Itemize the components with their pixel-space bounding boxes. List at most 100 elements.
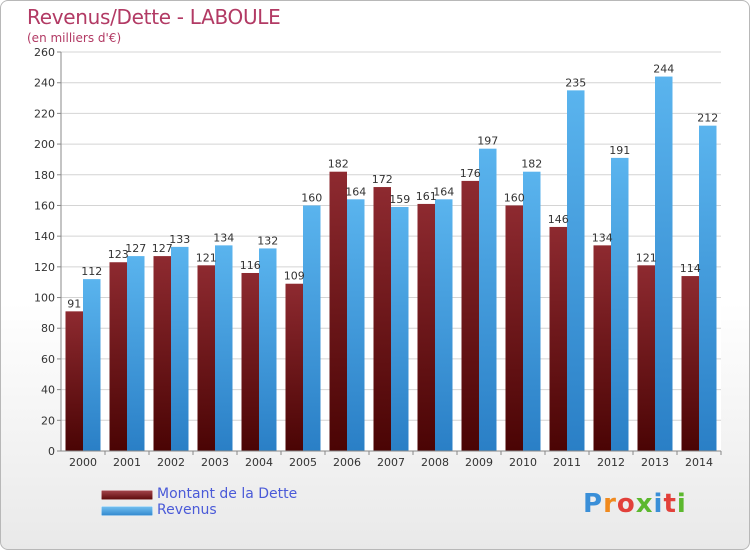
data-label-revenus-2008: 164 [433,185,454,198]
x-tick-label: 2013 [641,456,669,469]
bar-revenus-2011 [567,90,585,451]
data-label-dette-2011: 146 [548,213,569,226]
bar-dette-2008 [417,203,435,451]
data-label-revenus-2000: 112 [81,265,102,278]
x-tick-label: 2004 [245,456,273,469]
bar-revenus-2006 [347,199,365,451]
bar-dette-2011 [549,226,567,451]
logo-letter: i [653,489,664,519]
logo-letter: r [603,489,617,519]
data-label-dette-2006: 182 [328,158,349,171]
data-label-revenus-2014: 212 [697,112,718,125]
data-label-dette-2004: 116 [240,259,261,272]
y-tick-label: 80 [41,322,55,335]
data-label-revenus-2009: 197 [477,135,498,148]
x-tick-label: 2007 [377,456,405,469]
data-label-revenus-2013: 244 [653,63,674,76]
bar-revenus-2003 [215,245,233,451]
y-tick-label: 160 [34,199,55,212]
x-tick-label: 2009 [465,456,493,469]
x-tick-label: 2006 [333,456,361,469]
data-label-dette-2008: 161 [416,190,437,203]
bar-revenus-2012 [611,157,629,451]
legend-swatch-dette [101,490,153,500]
y-tick-label: 0 [48,445,55,458]
bar-revenus-2008 [435,199,453,451]
data-label-dette-2014: 114 [680,262,701,275]
y-tick-label: 240 [34,77,55,90]
bar-dette-2014 [681,276,699,451]
logo-letter: t [663,489,677,519]
bar-revenus-2001 [127,256,145,451]
data-label-dette-2009: 176 [460,167,481,180]
data-label-dette-2005: 109 [284,270,305,283]
data-label-revenus-2005: 160 [301,191,322,204]
y-tick-label: 100 [34,292,55,305]
bar-revenus-2002 [171,246,189,451]
bar-revenus-2009 [479,148,497,451]
data-label-revenus-2012: 191 [609,144,630,157]
x-tick-label: 2005 [289,456,317,469]
y-tick-label: 220 [34,107,55,120]
y-tick-label: 120 [34,261,55,274]
bar-revenus-2004 [259,248,277,451]
bar-dette-2007 [373,187,391,452]
data-label-dette-2007: 172 [372,173,393,186]
data-label-revenus-2003: 134 [213,231,234,244]
x-tick-label: 2008 [421,456,449,469]
y-tick-label: 200 [34,138,55,151]
bar-dette-2006 [329,171,347,451]
x-tick-label: 2001 [113,456,141,469]
data-label-dette-2002: 127 [152,242,173,255]
y-tick-label: 40 [41,384,55,397]
data-label-revenus-2011: 235 [565,76,586,89]
bar-dette-2009 [461,180,479,451]
bar-revenus-2014 [699,125,717,452]
x-tick-label: 2010 [509,456,537,469]
x-tick-label: 2011 [553,456,581,469]
bar-dette-2004 [241,272,259,451]
data-label-revenus-2001: 127 [125,242,146,255]
chart-subtitle: (en milliers d'€) [27,31,122,45]
data-label-revenus-2010: 182 [521,158,542,171]
bar-dette-2000 [65,311,83,451]
x-tick-label: 2012 [597,456,625,469]
chart-title: Revenus/Dette - LABOULE [27,5,281,29]
bar-dette-2005 [285,283,303,451]
bar-revenus-2005 [303,205,321,451]
data-label-dette-2012: 134 [592,231,613,244]
logo-letter: x [635,489,654,519]
bar-dette-2010 [505,205,523,451]
data-label-dette-2010: 160 [504,191,525,204]
data-label-revenus-2004: 132 [257,234,278,247]
legend-label-dette: Montant de la Dette [157,486,298,502]
data-label-dette-2003: 121 [196,251,217,264]
y-tick-label: 20 [41,414,55,427]
data-label-revenus-2007: 159 [389,193,410,206]
logo-letter: o [616,489,636,519]
y-tick-label: 180 [34,169,55,182]
legend-swatch-revenus [101,506,153,516]
bar-dette-2001 [109,262,127,451]
bar-dette-2002 [153,256,171,451]
data-label-dette-2013: 121 [636,251,657,264]
x-tick-label: 2002 [157,456,185,469]
y-tick-label: 60 [41,353,55,366]
bar-revenus-2000 [83,279,101,451]
proxiti-logo: Proxiti [583,489,687,519]
bar-dette-2012 [593,245,611,451]
data-label-revenus-2006: 164 [345,185,366,198]
bar-revenus-2010 [523,171,541,451]
x-tick-label: 2003 [201,456,229,469]
bar-dette-2003 [197,265,215,451]
bar-dette-2013 [637,265,655,451]
data-label-revenus-2002: 133 [169,233,190,246]
data-label-dette-2001: 123 [108,248,129,261]
logo-letter: P [583,489,604,519]
data-label-dette-2000: 91 [67,297,81,310]
bar-revenus-2013 [655,76,673,452]
legend-label-revenus: Revenus [157,502,217,518]
x-tick-label: 2000 [69,456,97,469]
